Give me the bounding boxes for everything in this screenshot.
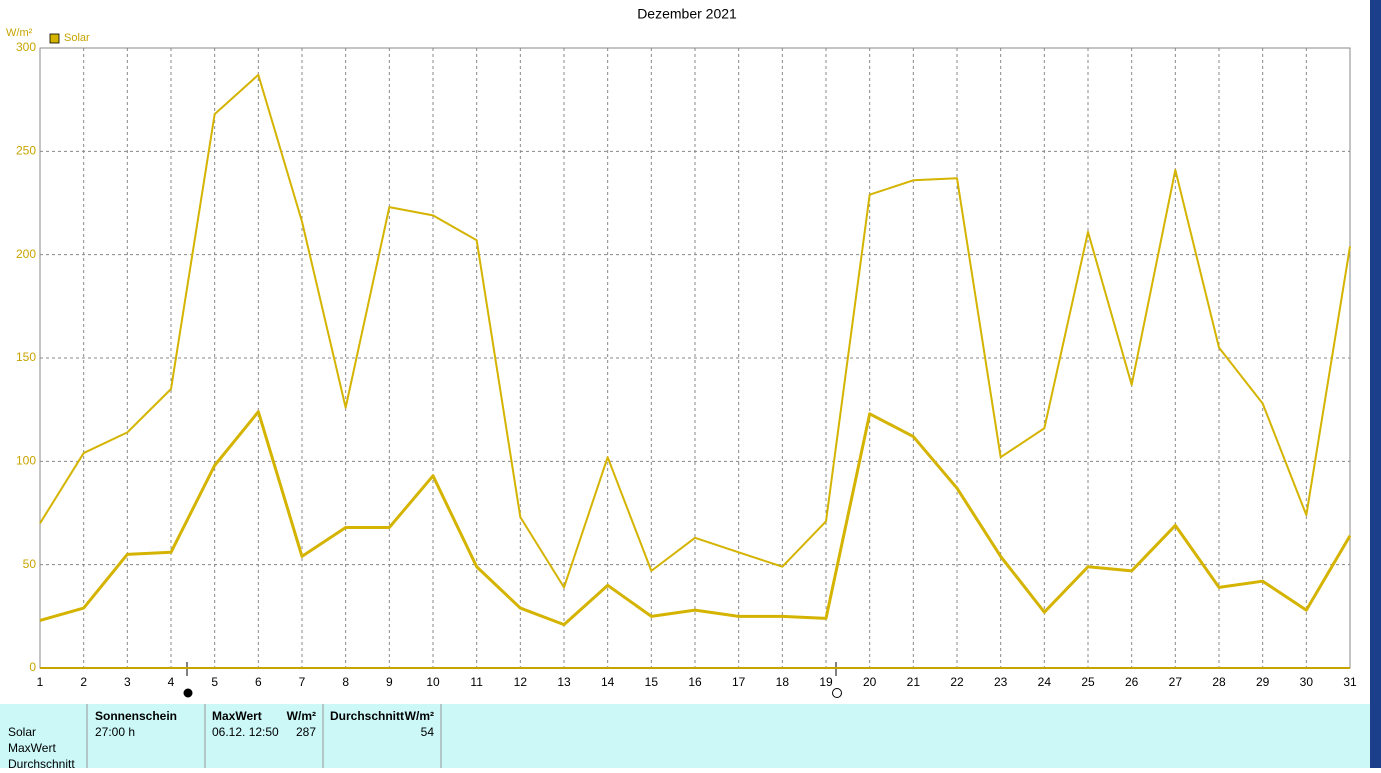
x-tick-label: 25 bbox=[1081, 675, 1095, 689]
table-bg bbox=[0, 704, 1370, 768]
col-header: Durchschnitt bbox=[330, 709, 404, 723]
col-unit: W/m² bbox=[405, 709, 434, 723]
x-tick-label: 24 bbox=[1038, 675, 1052, 689]
legend-swatch bbox=[49, 33, 60, 44]
legend-label: Solar bbox=[64, 32, 90, 44]
y-tick-label: 50 bbox=[23, 557, 37, 571]
cell: 06.12. 12:50 bbox=[212, 725, 279, 739]
x-tick-label: 1 bbox=[37, 675, 44, 689]
x-tick-label: 23 bbox=[994, 675, 1008, 689]
y-tick-label: 0 bbox=[29, 660, 36, 674]
y-tick-label: 300 bbox=[16, 40, 36, 54]
x-tick-label: 19 bbox=[819, 675, 833, 689]
col-unit: W/m² bbox=[287, 709, 316, 723]
x-tick-label: 16 bbox=[688, 675, 702, 689]
cell: 54 bbox=[421, 725, 435, 739]
table-dividers bbox=[86, 704, 442, 768]
desktop-edge bbox=[1370, 0, 1381, 768]
x-tick-label: 14 bbox=[601, 675, 615, 689]
x-tick-label: 8 bbox=[342, 675, 349, 689]
y-tick-label: 100 bbox=[16, 454, 36, 468]
new-moon bbox=[183, 688, 193, 698]
x-tick-label: 17 bbox=[732, 675, 746, 689]
x-tick-label: 21 bbox=[907, 675, 921, 689]
cell: 287 bbox=[296, 725, 316, 739]
x-tick-label: 15 bbox=[645, 675, 659, 689]
x-tick-label: 2 bbox=[80, 675, 87, 689]
row-label: Solar bbox=[8, 725, 36, 739]
x-tick-label: 26 bbox=[1125, 675, 1139, 689]
x-tick-label: 22 bbox=[950, 675, 964, 689]
x-tick-label: 30 bbox=[1300, 675, 1314, 689]
x-tick-label: 27 bbox=[1169, 675, 1183, 689]
y-tick-label: 150 bbox=[16, 350, 36, 364]
x-tick-label: 29 bbox=[1256, 675, 1270, 689]
y-tick-label: 250 bbox=[16, 144, 36, 158]
chart-title: Dezember 2021 bbox=[637, 6, 737, 22]
y-axis-label: W/m² bbox=[6, 27, 33, 39]
col-header: MaxWert bbox=[212, 709, 262, 723]
x-tick-label: 5 bbox=[211, 675, 218, 689]
full-moon bbox=[832, 688, 842, 698]
x-tick-label: 12 bbox=[514, 675, 528, 689]
x-tick-label: 11 bbox=[470, 675, 483, 689]
cell: 27:00 h bbox=[95, 725, 135, 739]
x-tick-label: 13 bbox=[557, 675, 571, 689]
row-label: MaxWert bbox=[8, 741, 56, 755]
x-tick-label: 18 bbox=[776, 675, 790, 689]
x-tick-label: 9 bbox=[386, 675, 393, 689]
col-header: Sonnenschein bbox=[95, 709, 177, 723]
x-tick-label: 3 bbox=[124, 675, 131, 689]
x-tick-label: 4 bbox=[168, 675, 175, 689]
x-tick-label: 10 bbox=[426, 675, 440, 689]
x-tick-label: 20 bbox=[863, 675, 877, 689]
x-tick-label: 31 bbox=[1343, 675, 1357, 689]
series-line bbox=[39, 73, 1351, 589]
y-tick-label: 200 bbox=[16, 247, 36, 261]
x-tick-label: 7 bbox=[299, 675, 306, 689]
x-tick-label: 28 bbox=[1212, 675, 1226, 689]
series-line bbox=[39, 410, 1352, 627]
row-label: Durchschnitt bbox=[8, 757, 75, 768]
x-tick-label: 6 bbox=[255, 675, 262, 689]
